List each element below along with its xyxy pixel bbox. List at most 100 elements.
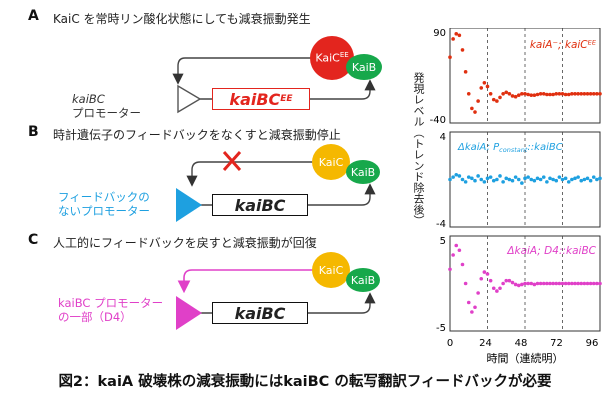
chart-1-point [532, 178, 537, 183]
chart-2-point [463, 281, 468, 286]
chart-c-ytick-bottom: -5 [436, 323, 446, 334]
chart-2-point [541, 281, 546, 286]
chart-2-point [563, 281, 568, 286]
chart-0-point [560, 91, 565, 96]
chart-2-point [488, 278, 493, 283]
chart-2-point [476, 291, 480, 295]
chart-2-point [566, 281, 571, 286]
chart-0-point [585, 91, 590, 96]
chart-0-point [545, 92, 549, 97]
chart-1-point [526, 175, 530, 179]
chart-1-point [451, 175, 455, 179]
chart-a-frame [449, 28, 601, 124]
x-mark-icon [222, 151, 242, 171]
chart-0-point [495, 99, 499, 103]
panel-c-translation-arrow [350, 292, 376, 314]
chart-1-point [520, 181, 524, 185]
chart-0-point [529, 93, 534, 98]
chart-2-point [551, 281, 555, 286]
chart-1-point [485, 176, 490, 181]
chart-2-point [538, 281, 543, 286]
chart-b-ytick-bottom: -4 [436, 219, 446, 230]
chart-2-point [491, 286, 496, 291]
chart-2-point [498, 286, 502, 291]
panel-b-label: B [28, 124, 39, 140]
chart-1-point [495, 177, 499, 182]
chart-2-point [585, 281, 590, 286]
chart-1-point [566, 180, 571, 184]
chart-0-point [491, 97, 496, 102]
chart-2-point [598, 281, 602, 286]
chart-1-point [570, 177, 574, 182]
chart-2-point [570, 281, 574, 286]
chart-2-point [482, 270, 487, 274]
chart-0-point [463, 70, 468, 74]
chart-2-point [523, 281, 527, 286]
chart-0-point [504, 90, 509, 95]
panel-b-kaib-protein: KaiB [346, 160, 380, 184]
chart-2-point [582, 281, 587, 286]
chart-2-point [504, 278, 509, 283]
chart-2-point [473, 305, 477, 310]
chart-1-point [582, 177, 587, 182]
chart-1-point [560, 177, 565, 182]
chart-1-point [563, 176, 568, 181]
chart-2-point [501, 281, 505, 286]
chart-1-point [551, 177, 555, 182]
panel-c-promoter-label: kaiBC プロモーター の一部（D4） [58, 296, 164, 324]
chart-1-point [470, 176, 474, 181]
chart-0-point [476, 99, 480, 103]
chart-1-point [523, 176, 527, 181]
chart-0-point [454, 32, 459, 36]
x-tick-48: 48 [515, 338, 528, 349]
chart-xlabel: 時間（連続明） [487, 351, 564, 365]
chart-0-point [485, 84, 490, 89]
chart-1-point [598, 176, 602, 181]
panel-c-kaib-protein: KaiB [346, 268, 380, 292]
chart-b-ytick-top: 4 [440, 132, 446, 143]
chart-2-point [513, 282, 518, 287]
x-tick-24: 24 [479, 338, 492, 349]
chart-2-point [448, 267, 452, 272]
chart-2-point [451, 253, 455, 257]
panel-a-kaic-text: KaiCEE [315, 51, 349, 65]
chart-0-point [510, 94, 515, 98]
panel-c-gene-box: kaiBC [212, 302, 308, 324]
chart-1-point [460, 177, 465, 182]
chart-a-ytick-bottom: -40 [430, 115, 446, 126]
chart-0-point [582, 91, 587, 96]
chart-1-point [504, 176, 509, 181]
chart-1-point [473, 178, 477, 183]
panel-c-kaic-protein: KaiC [312, 252, 350, 288]
chart-0-point [473, 110, 477, 114]
chart-0-point [526, 92, 530, 97]
chart-1-point [482, 180, 487, 184]
x-tick-0: 0 [447, 338, 453, 349]
chart-1-point [510, 178, 515, 183]
panel-a-feedback-arrow [172, 57, 318, 85]
chart-2-point [579, 281, 584, 286]
panel-a-promoter-label: kaiBC プロモーター [72, 92, 141, 120]
chart-2-point [470, 310, 474, 314]
chart-1-point [588, 178, 593, 183]
chart-1-point [545, 180, 549, 184]
chart-0-point [538, 91, 543, 96]
chart-2-point [507, 278, 512, 283]
chart-2-point [495, 289, 499, 293]
x-tick-96: 96 [586, 338, 599, 349]
chart-0-point [501, 91, 505, 96]
chart-2-point [548, 281, 552, 286]
chart-1-point [541, 175, 546, 179]
chart-2-point [588, 281, 593, 286]
chart-0-point [482, 81, 487, 85]
panel-b-gene-box: kaiBC [212, 194, 308, 216]
panel-b-promoter-triangle [176, 188, 202, 222]
panel-c-feedback-arrow [177, 269, 318, 294]
chart-1-point [554, 178, 559, 183]
chart-0-point [520, 91, 524, 96]
chart-1-point [535, 176, 540, 181]
chart-0-point [516, 93, 521, 98]
chart-1-point [557, 175, 562, 179]
chart-0-point [535, 92, 540, 97]
panel-a-gene-box: kaiBC EE [212, 88, 310, 110]
